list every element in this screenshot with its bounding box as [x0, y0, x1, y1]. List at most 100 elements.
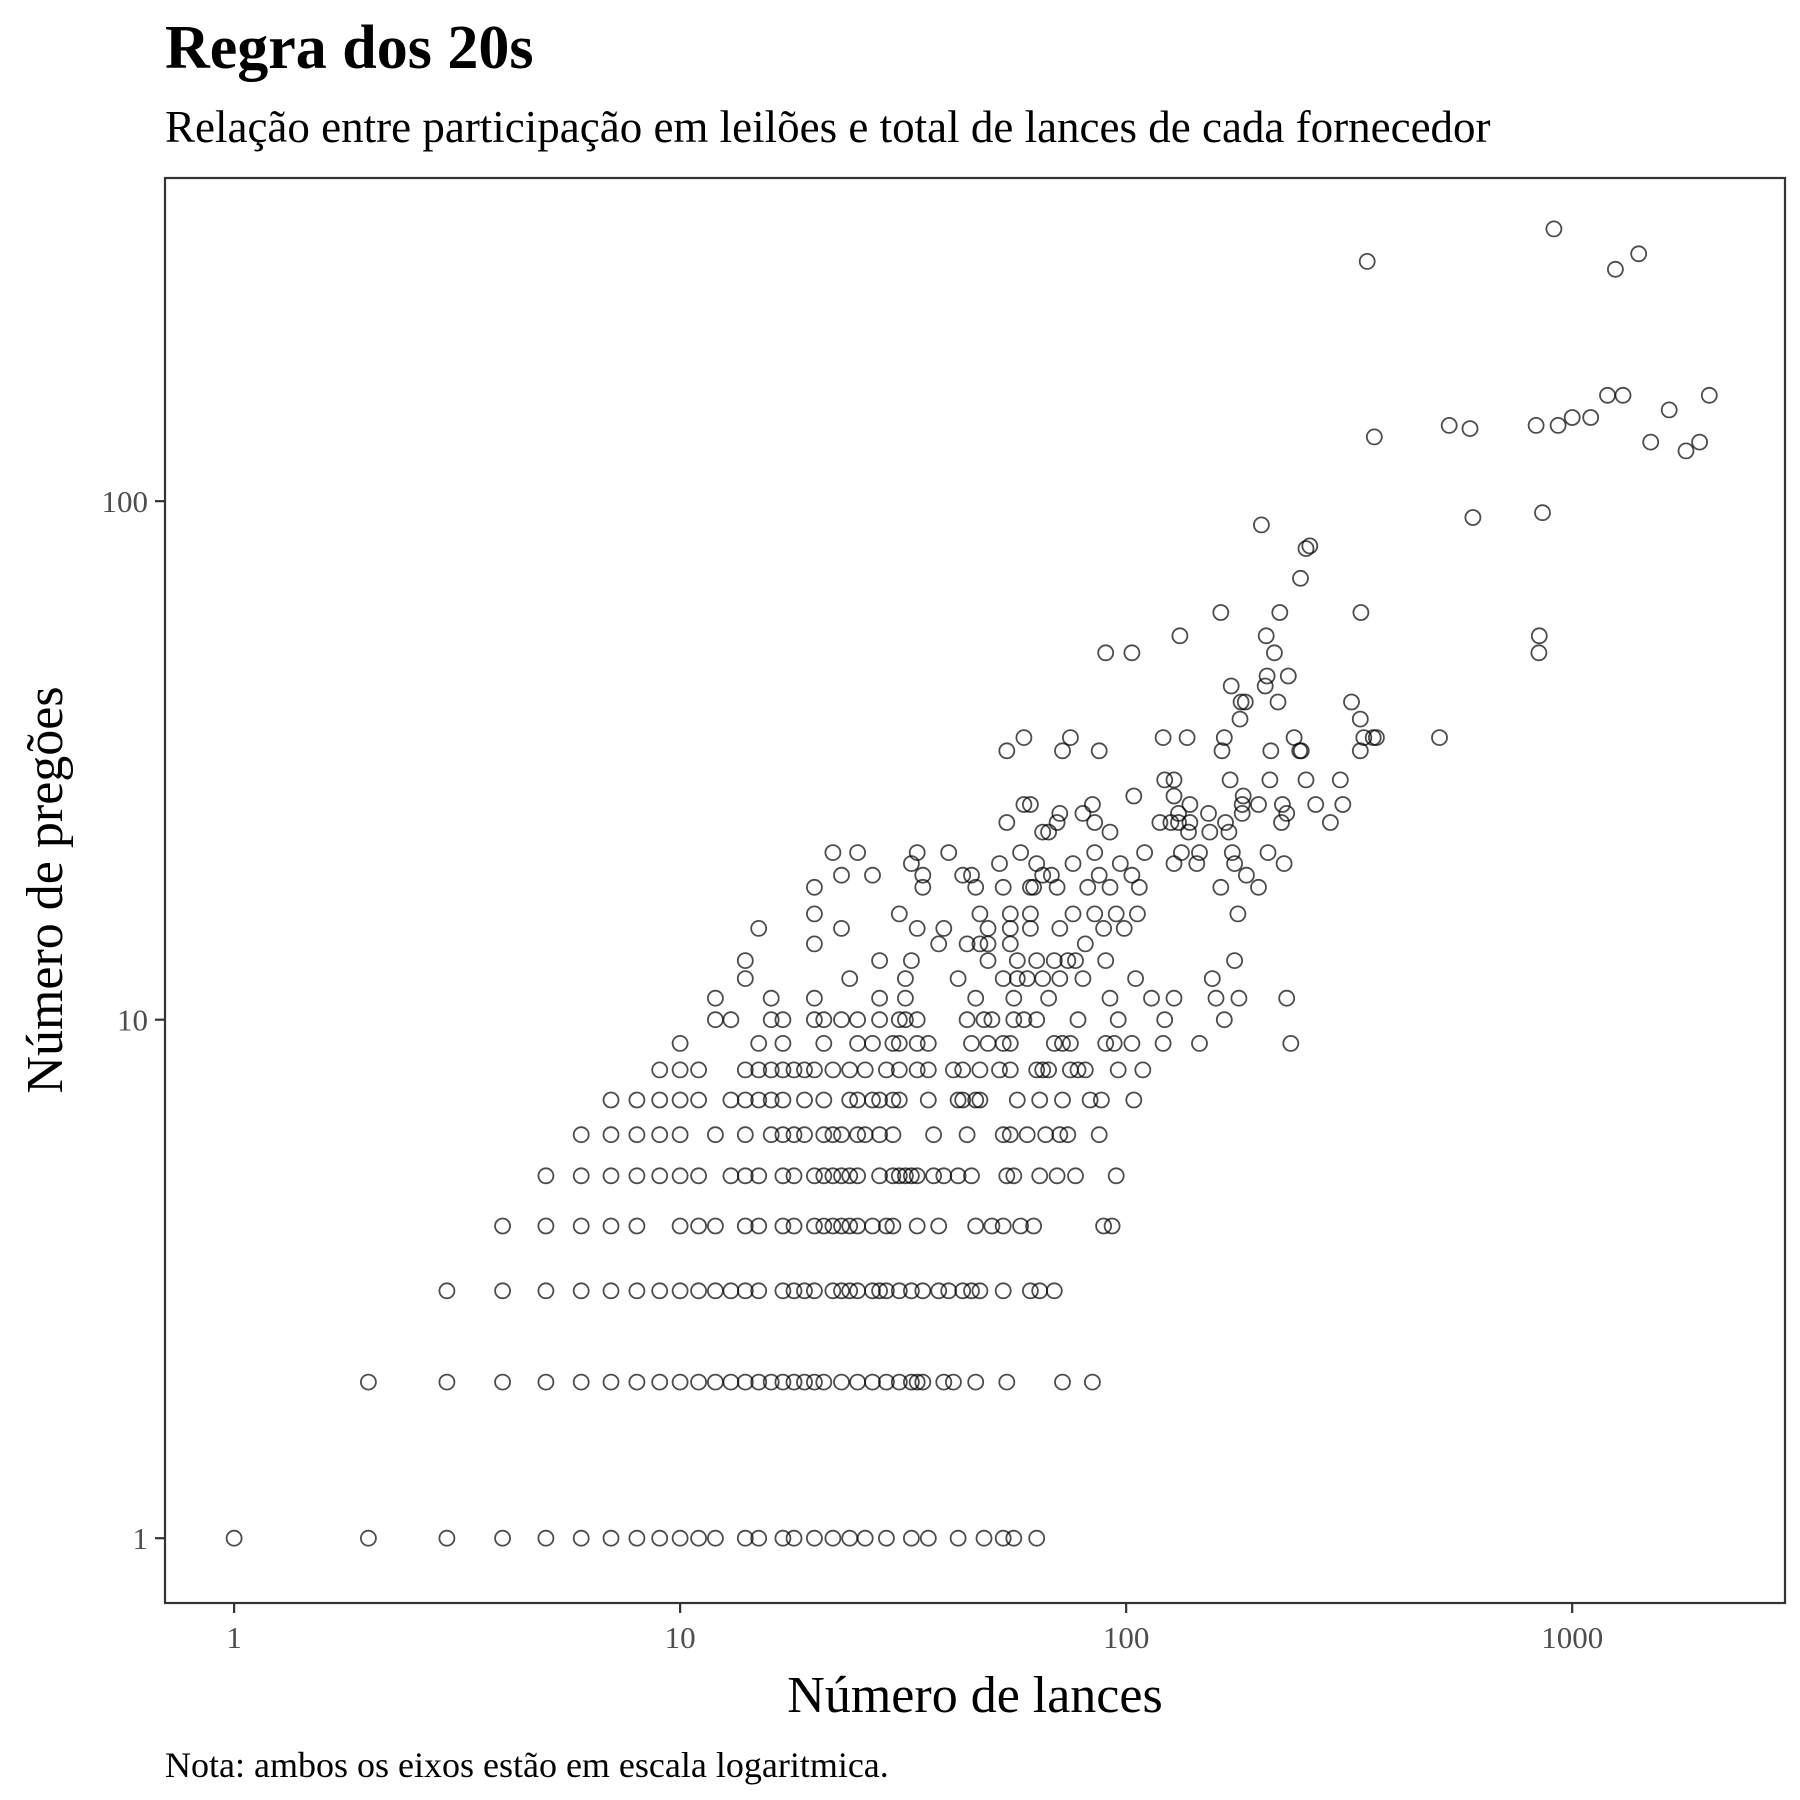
data-point-140 [806, 1167, 823, 1185]
data-point-364 [1079, 878, 1097, 896]
data-point-59 [998, 1373, 1016, 1391]
data-point-454 [1364, 729, 1382, 746]
data-point-256 [908, 1035, 926, 1052]
data-point-437 [1297, 771, 1315, 789]
data-point-207 [919, 1091, 937, 1109]
data-point-159 [1048, 1167, 1066, 1185]
data-point-75 [774, 1282, 792, 1300]
data-point-464 [1256, 677, 1274, 695]
data-point-183 [1001, 1126, 1019, 1144]
data-point-448 [1062, 729, 1079, 746]
data-point-10 [690, 1529, 707, 1547]
data-point-372 [954, 866, 972, 884]
data-point-98 [494, 1217, 512, 1235]
data-point-380 [849, 844, 866, 861]
data-point-267 [1123, 1035, 1141, 1052]
data-point-127 [1103, 1217, 1121, 1235]
data-point-171 [785, 1126, 803, 1144]
data-point-463 [1222, 677, 1240, 695]
data-point-316 [1074, 970, 1092, 987]
data-point-89 [930, 1282, 948, 1300]
data-point-357 [806, 878, 823, 896]
data-point-95 [1022, 1282, 1039, 1300]
data-point-252 [849, 1035, 866, 1052]
data-point-389 [1259, 844, 1277, 861]
chart-caption: Nota: ambos os eixos estão em escala log… [165, 1745, 889, 1785]
data-point-63 [494, 1282, 512, 1300]
data-point-73 [736, 1282, 754, 1300]
data-point-469 [1266, 644, 1283, 662]
data-point-282 [908, 1011, 926, 1029]
data-point-276 [815, 1011, 833, 1029]
data-point-337 [750, 920, 768, 937]
data-point-166 [671, 1126, 689, 1144]
data-point-30 [494, 1373, 512, 1391]
data-point-64 [537, 1282, 555, 1300]
data-point-41 [750, 1373, 768, 1391]
data-point-178 [871, 1126, 888, 1144]
data-point-296 [871, 989, 888, 1007]
data-point-452 [1285, 729, 1303, 746]
data-point-427 [1274, 796, 1291, 813]
data-point-147 [884, 1167, 902, 1185]
data-point-133 [671, 1167, 689, 1185]
data-point-181 [958, 1126, 976, 1144]
chart-subtitle: Relação entre participação em leilões e … [165, 102, 1491, 152]
data-point-142 [824, 1167, 842, 1185]
data-point-217 [1125, 1091, 1143, 1109]
data-point-186 [1051, 1126, 1069, 1144]
data-point-79 [824, 1282, 842, 1300]
data-point-306 [1278, 989, 1296, 1007]
data-point-179 [884, 1126, 902, 1144]
data-point-248 [671, 1035, 689, 1052]
data-point-154 [949, 1167, 967, 1185]
data-point-43 [774, 1373, 792, 1391]
data-point-34 [628, 1373, 646, 1391]
data-point-321 [903, 952, 920, 969]
data-point-419 [1233, 805, 1251, 822]
data-point-277 [833, 1011, 850, 1029]
data-point-126 [1095, 1217, 1112, 1235]
data-point-487 [1660, 401, 1678, 419]
data-point-290 [1109, 1011, 1127, 1029]
data-point-57 [945, 1373, 962, 1391]
data-point-60 [1054, 1373, 1071, 1391]
data-point-226 [796, 1061, 813, 1079]
data-point-90 [940, 1282, 958, 1300]
data-point-298 [967, 989, 985, 1007]
data-point-190 [628, 1091, 646, 1109]
data-point-286 [1005, 1011, 1023, 1029]
data-point-493 [1365, 428, 1383, 446]
data-point-375 [1043, 866, 1060, 884]
data-point-71 [707, 1282, 724, 1300]
data-point-163 [602, 1126, 620, 1144]
data-point-211 [971, 1091, 989, 1109]
data-point-422 [1022, 796, 1039, 813]
data-point-137 [750, 1167, 768, 1185]
data-point-393 [1064, 855, 1082, 872]
data-point-5 [572, 1529, 590, 1547]
data-point-205 [884, 1091, 902, 1109]
data-point-228 [824, 1061, 842, 1079]
data-point-152 [925, 1167, 942, 1185]
data-point-378 [1238, 866, 1255, 884]
data-point-88 [914, 1282, 932, 1300]
data-point-447 [1015, 729, 1033, 746]
data-point-231 [878, 1061, 895, 1079]
data-point-84 [871, 1282, 888, 1300]
data-point-195 [736, 1091, 754, 1109]
data-point-86 [890, 1282, 908, 1300]
data-point-425 [1233, 796, 1251, 813]
data-point-468 [1123, 644, 1141, 662]
data-point-396 [1188, 855, 1206, 872]
data-point-258 [963, 1035, 980, 1052]
data-point-289 [1069, 1011, 1087, 1029]
data-point-281 [897, 1011, 914, 1029]
data-point-222 [750, 1061, 768, 1079]
data-point-430 [1125, 787, 1143, 805]
data-point-500 [1700, 386, 1718, 404]
data-point-167 [707, 1126, 724, 1144]
data-point-260 [994, 1035, 1012, 1052]
data-point-94 [994, 1282, 1012, 1300]
data-point-123 [994, 1217, 1012, 1235]
